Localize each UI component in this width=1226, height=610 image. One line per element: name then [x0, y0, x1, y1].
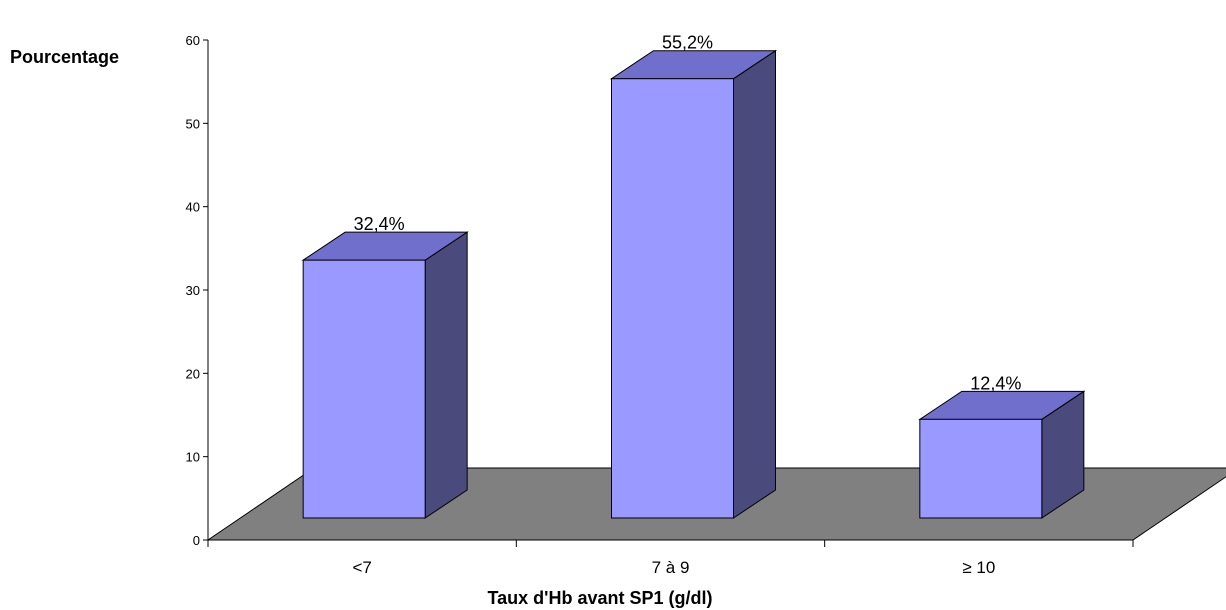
x-tick-label-0: <7	[352, 558, 371, 577]
y-tick-label-5: 50	[186, 116, 200, 131]
bar-2	[918, 390, 1086, 519]
data-label-1: 55,2%	[662, 33, 713, 53]
x-tick-label-1: 7 à 9	[652, 558, 690, 577]
y-tick-label-1: 10	[186, 450, 200, 465]
y-tick-label-3: 30	[186, 283, 200, 298]
bar-side-1	[733, 49, 776, 519]
y-tick-label-6: 60	[186, 33, 200, 48]
y-axis-title: Pourcentage	[10, 47, 119, 67]
bar-0	[301, 231, 469, 519]
data-label-0: 32,4%	[354, 214, 405, 234]
bar-front-0	[302, 259, 426, 519]
y-tick-label-0: 0	[193, 533, 200, 548]
data-label-2: 12,4%	[970, 373, 1021, 393]
bars	[301, 49, 1086, 519]
y-tick-label-4: 40	[186, 200, 200, 215]
bar-side-0	[424, 231, 468, 519]
labels: 32,4% <7 55,2% 7 à 9 12,4% ≥ 10	[352, 33, 1021, 577]
x-axis-title: Taux d'Hb avant SP1 (g/dl)	[488, 588, 713, 608]
bar-front-1	[611, 78, 734, 519]
bar-front-2	[919, 418, 1043, 519]
x-tick-label-2: ≥ 10	[962, 558, 995, 577]
bar-1	[609, 49, 778, 519]
axes: 0 10 20 30 40 50 60	[186, 33, 1134, 548]
y-tick-label-2: 20	[186, 366, 200, 381]
